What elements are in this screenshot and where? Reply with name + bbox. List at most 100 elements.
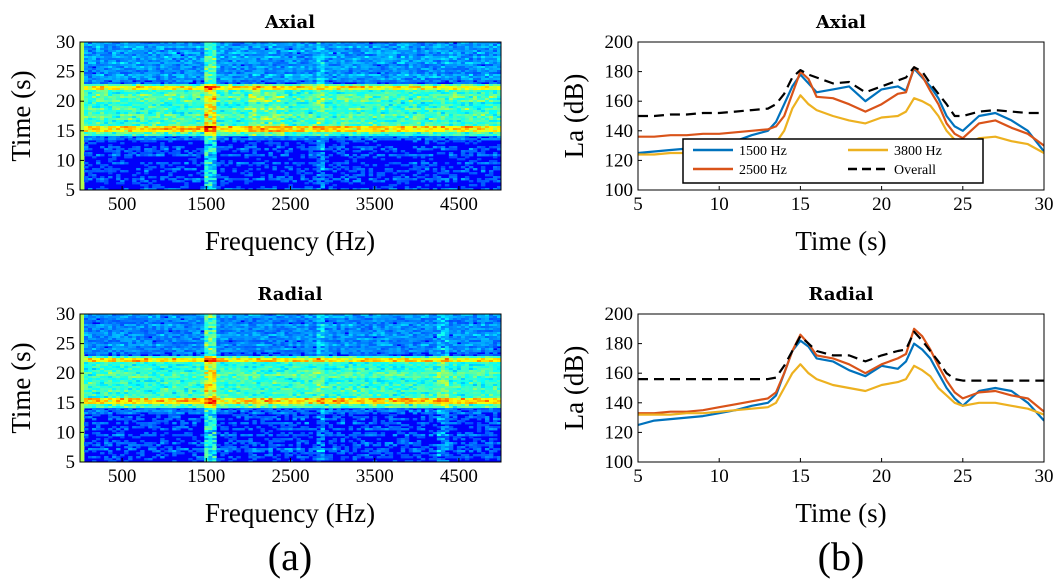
spectrogram-cell	[428, 128, 434, 131]
spectrogram-cell	[220, 132, 225, 135]
spectrogram-cell	[424, 94, 430, 97]
spectrogram-cell	[216, 136, 221, 139]
spectrogram-cell	[492, 78, 498, 81]
spectrogram-cell	[116, 50, 121, 53]
spectrogram-cell	[200, 110, 205, 113]
spectrogram-cell	[320, 56, 325, 59]
spectrogram-cell	[192, 120, 197, 123]
spectrogram-cell	[364, 72, 370, 75]
spectrogram-cell	[404, 62, 410, 65]
spectrogram-cell	[172, 126, 177, 129]
spectrogram-cell	[428, 72, 434, 75]
spectrogram-cell	[152, 78, 157, 81]
spectrogram-cell	[292, 86, 297, 89]
spectrogram-cell	[140, 138, 145, 141]
spectrogram-cell	[360, 96, 366, 99]
spectrogram-cell	[148, 58, 153, 61]
spectrogram-cell	[296, 78, 301, 81]
spectrogram-cell	[284, 112, 289, 115]
spectrogram-cell	[204, 100, 209, 103]
spectrogram-cell	[248, 92, 253, 95]
spectrogram-cell	[340, 42, 346, 45]
spectrogram-cell	[160, 136, 165, 139]
spectrogram-cell	[196, 128, 201, 131]
spectrogram-cell	[484, 88, 490, 91]
spectrogram-cell	[156, 60, 161, 63]
spectrogram-cell	[268, 102, 273, 105]
spectrogram-cell	[164, 66, 169, 69]
spectrogram-cell	[276, 110, 281, 113]
spectrogram-cell	[132, 104, 137, 107]
spectrogram-cell	[104, 108, 109, 111]
spectrogram-cell	[496, 94, 501, 97]
spectrogram-cell	[104, 82, 109, 85]
spectrogram-cell	[480, 44, 486, 47]
spectrogram-cell	[396, 132, 402, 135]
spectrogram-cell	[256, 114, 261, 117]
spectrogram-cell	[260, 108, 265, 111]
spectrogram-cell	[196, 92, 201, 95]
spectrogram-cell	[208, 74, 213, 77]
spectrogram-cell	[128, 42, 133, 45]
spectrogram-cell	[376, 80, 382, 83]
spectrogram-cell	[328, 134, 333, 137]
spectrogram-cell	[160, 116, 165, 119]
spectrogram-cell	[272, 90, 277, 93]
spectrogram-cell	[496, 98, 501, 101]
spectrogram-cell	[124, 70, 129, 73]
spectrogram-cell	[216, 112, 221, 115]
spectrogram-cell	[96, 122, 101, 125]
spectrogram-cell	[408, 114, 414, 117]
spectrogram-cell	[344, 68, 350, 71]
spectrogram-cell	[300, 132, 305, 135]
spectrogram-cell	[364, 114, 370, 117]
spectrogram-cell	[412, 46, 418, 49]
spectrogram-cell	[92, 106, 97, 109]
spectrogram-cell	[412, 116, 418, 119]
spectrogram-cell	[484, 104, 490, 107]
spectrogram-cell	[268, 66, 273, 69]
spectrogram-cell	[444, 112, 450, 115]
spectrogram-cell	[84, 82, 89, 85]
spectrogram-cell	[348, 106, 354, 109]
spectrogram-cell	[276, 94, 281, 97]
spectrogram-cell	[296, 66, 301, 69]
spectrogram-cell	[212, 76, 217, 79]
spectrogram-cell	[212, 110, 217, 113]
spectrogram-cell	[336, 86, 342, 89]
spectrogram-cell	[124, 74, 129, 77]
spectrogram-cell	[312, 110, 317, 113]
spectrogram-cell	[352, 94, 358, 97]
spectrogram-cell	[156, 104, 161, 107]
spectrogram-cell	[432, 82, 438, 85]
spectrogram-cell	[336, 136, 342, 139]
spectrogram-cell	[344, 88, 350, 91]
spectrogram-cell	[172, 128, 177, 131]
spectrogram-cell	[100, 114, 105, 117]
spectrogram-cell	[224, 120, 229, 123]
spectrogram-cell	[404, 66, 410, 69]
spectrogram-cell	[260, 76, 265, 79]
spectrogram-cell	[200, 86, 205, 89]
spectrogram-cell	[80, 64, 85, 67]
spectrogram-cell	[228, 104, 233, 107]
spectrogram-cell	[376, 56, 382, 59]
spectrogram-cell	[340, 102, 346, 105]
spectrogram-cell	[268, 126, 273, 129]
spectrogram-cell	[120, 126, 125, 129]
spectrogram-cell	[400, 118, 406, 121]
spectrogram-cell	[296, 106, 301, 109]
spectrogram-cell	[184, 56, 189, 59]
spectrogram-cell	[304, 48, 309, 51]
spectrogram-cell	[404, 80, 410, 83]
spectrogram-cell	[296, 54, 301, 57]
spectrogram-cell	[172, 44, 177, 47]
spectrogram-cell	[348, 74, 354, 77]
spectrogram-cell	[364, 88, 370, 91]
spectrogram-cell	[400, 120, 406, 123]
spectrogram-cell	[400, 42, 406, 45]
spectrogram-cell	[484, 132, 490, 135]
spectrogram-cell	[192, 50, 197, 53]
spectrogram-cell	[464, 130, 470, 133]
spectrogram-cell	[84, 116, 89, 119]
